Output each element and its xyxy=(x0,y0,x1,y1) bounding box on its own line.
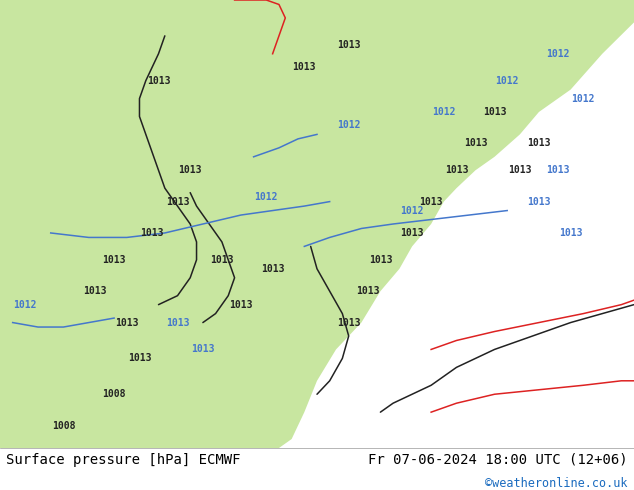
Text: 1012: 1012 xyxy=(432,107,456,117)
Text: 1013: 1013 xyxy=(356,286,380,296)
Text: 1013: 1013 xyxy=(115,318,139,327)
Text: Fr 07-06-2024 18:00 UTC (12+06): Fr 07-06-2024 18:00 UTC (12+06) xyxy=(368,453,628,467)
Text: 1012: 1012 xyxy=(254,192,278,202)
Text: 1013: 1013 xyxy=(292,62,316,72)
Text: 1013: 1013 xyxy=(102,255,126,265)
Text: 1013: 1013 xyxy=(146,75,171,86)
Text: 1013: 1013 xyxy=(261,264,285,274)
Text: 1013: 1013 xyxy=(337,318,361,327)
Text: 1013: 1013 xyxy=(83,286,107,296)
Text: Surface pressure [hPa] ECMWF: Surface pressure [hPa] ECMWF xyxy=(6,453,241,467)
Text: 1013: 1013 xyxy=(229,300,253,310)
Text: 1013: 1013 xyxy=(463,138,488,148)
Text: 1012: 1012 xyxy=(400,206,424,216)
Text: 1013: 1013 xyxy=(482,107,507,117)
Text: 1013: 1013 xyxy=(559,228,583,238)
Text: 1008: 1008 xyxy=(102,389,126,399)
Text: 1013: 1013 xyxy=(419,196,443,207)
Text: 1012: 1012 xyxy=(495,75,519,86)
Text: 1012: 1012 xyxy=(13,300,37,310)
Text: 1013: 1013 xyxy=(546,165,570,175)
Text: 1013: 1013 xyxy=(337,40,361,50)
Text: 1012: 1012 xyxy=(337,121,361,130)
Text: 1013: 1013 xyxy=(140,228,164,238)
Text: 1013: 1013 xyxy=(178,165,202,175)
Text: 1013: 1013 xyxy=(527,196,551,207)
Text: 1013: 1013 xyxy=(165,196,190,207)
Text: 1012: 1012 xyxy=(571,94,595,103)
Text: 1013: 1013 xyxy=(368,255,392,265)
Text: 1008: 1008 xyxy=(51,420,75,431)
Text: 1013: 1013 xyxy=(527,138,551,148)
Text: 1013: 1013 xyxy=(127,353,152,364)
Text: 1013: 1013 xyxy=(191,344,215,354)
Text: 1013: 1013 xyxy=(400,228,424,238)
Text: 1013: 1013 xyxy=(508,165,532,175)
Text: 1012: 1012 xyxy=(546,49,570,59)
Text: ©weatheronline.co.uk: ©weatheronline.co.uk xyxy=(485,477,628,490)
Text: 1013: 1013 xyxy=(210,255,234,265)
Text: 1013: 1013 xyxy=(444,165,469,175)
Text: 1013: 1013 xyxy=(165,318,190,327)
